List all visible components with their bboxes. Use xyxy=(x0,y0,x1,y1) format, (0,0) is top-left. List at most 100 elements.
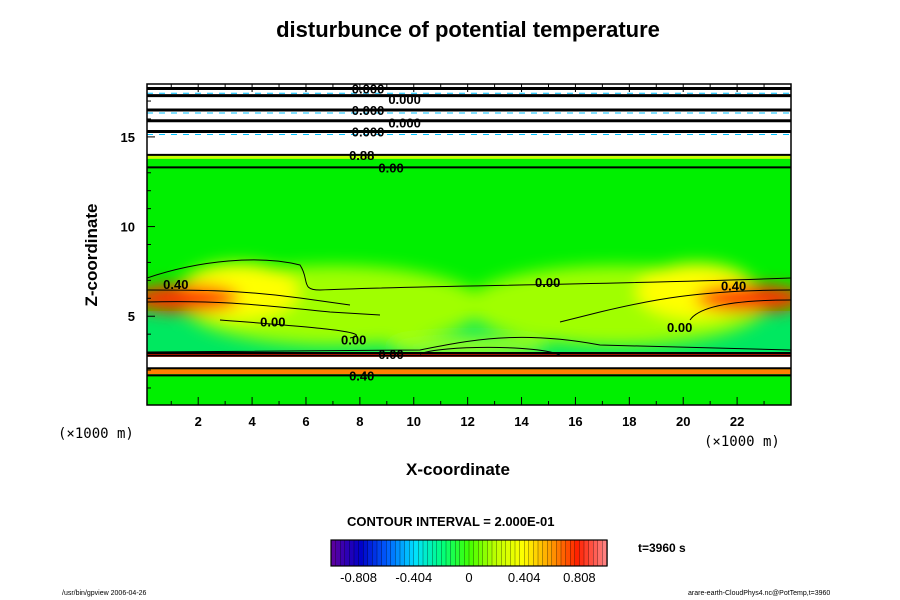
x-tick-label: 2 xyxy=(195,414,202,429)
colorbar-segment xyxy=(344,539,351,567)
colorbar-segment xyxy=(537,539,544,567)
colorbar-segment xyxy=(349,539,355,567)
contour-line xyxy=(559,289,791,323)
colorbar-segment xyxy=(542,539,548,567)
colorbar-segment xyxy=(381,539,387,567)
colorbar-segment xyxy=(418,539,424,567)
x-tick-label: 8 xyxy=(356,414,363,429)
x-tick-label: 10 xyxy=(407,414,421,429)
y-tick-label: 10 xyxy=(121,220,135,235)
colorbar-segment xyxy=(514,539,521,567)
upper-yellow-band xyxy=(147,154,791,159)
contour-label: 0.000 xyxy=(352,125,385,140)
colorbar-segment xyxy=(413,539,420,567)
colorbar-segment xyxy=(547,539,553,567)
colorbar-segment xyxy=(560,539,567,567)
contour-line xyxy=(147,301,381,316)
colorbar-segment xyxy=(593,539,599,567)
colorbar-tick-label: 0 xyxy=(465,570,472,585)
colorbar-segment xyxy=(533,539,539,567)
colorbar-segment xyxy=(363,539,369,567)
colorbar-segment xyxy=(464,539,470,567)
footer-right: arare-earth-CloudPhys4.nc@PotTemp,t=3960 xyxy=(688,590,831,597)
contour-label: 0.40 xyxy=(163,277,188,292)
colorbar-segment xyxy=(556,539,562,567)
x-unit-right: (×1000 m) xyxy=(704,434,780,450)
colorbar-segment xyxy=(340,539,346,567)
y-tick-label: 5 xyxy=(128,309,135,324)
colorbar-segment xyxy=(565,539,571,567)
plot-area: 0.40 0.00 0.40 0.00 0.00 0.00 0.88 0.00 0.00 0.40… xyxy=(147,84,791,405)
contour-line xyxy=(689,299,791,321)
warm-blob xyxy=(695,284,791,313)
colorbar-segment xyxy=(496,539,502,567)
colorbar-segment xyxy=(528,539,535,567)
x-tick-label: 16 xyxy=(568,414,582,429)
lower-warm-band xyxy=(147,369,791,375)
colorbar-tick-label: -0.808 xyxy=(340,570,377,585)
x-unit-left: (×1000 m) xyxy=(58,426,134,442)
contour-label: 0.00 xyxy=(378,347,403,362)
colorbar-segment xyxy=(390,539,397,567)
colorbar-segment xyxy=(422,539,429,567)
y-tick-label: 15 xyxy=(121,130,135,145)
colorbar-frame xyxy=(330,539,608,567)
colorbar-segment xyxy=(482,539,489,567)
contour-label: 0.00 xyxy=(260,315,285,330)
colorbar-segment xyxy=(367,539,374,567)
colorbar-segment xyxy=(579,539,585,567)
colorbar-segment xyxy=(395,539,401,567)
x-tick-label: 22 xyxy=(730,414,744,429)
colorbar-segment xyxy=(524,539,530,567)
colorbar-tick-label: 0.808 xyxy=(563,570,596,585)
time-label: t=3960 s xyxy=(638,541,686,555)
colorbar-segment xyxy=(510,539,516,567)
x-tick-label: 14 xyxy=(514,414,529,429)
contour-label: 0.00 xyxy=(378,160,403,175)
colorbar-segment xyxy=(468,539,475,567)
x-tick-label: 6 xyxy=(302,414,309,429)
contour-label: 0.000 xyxy=(352,103,385,118)
warm-regions xyxy=(147,263,791,357)
colorbar-segment xyxy=(445,539,452,567)
colorbar-segment xyxy=(432,539,438,567)
colorbar-segment xyxy=(551,539,558,567)
colorbar-segment xyxy=(478,539,484,567)
contour-line xyxy=(147,289,351,306)
colorbar-segment xyxy=(459,539,466,567)
colorbar-segment xyxy=(441,539,447,567)
colorbar-segment xyxy=(404,539,410,567)
colorbar-segment xyxy=(386,539,392,567)
colorbar-tick-label: 0.404 xyxy=(508,570,541,585)
colorbar-segment xyxy=(505,539,512,567)
contour-label: 0.000 xyxy=(388,116,421,131)
x-tick-label: 12 xyxy=(460,414,474,429)
colorbar-segment xyxy=(588,539,594,567)
colorbar-tick-label: -0.404 xyxy=(395,570,432,585)
colorbar-segment xyxy=(570,539,576,567)
colorbar-segment xyxy=(491,539,498,567)
colorbar-segment xyxy=(487,539,493,567)
colorbar-segment xyxy=(455,539,461,567)
x-tick-label: 20 xyxy=(676,414,690,429)
contour-line xyxy=(147,259,791,291)
colorbar-segment xyxy=(335,539,341,567)
x-axis-label: X-coordinate xyxy=(406,460,510,479)
colorbar-segment xyxy=(427,539,433,567)
colorbar-segment xyxy=(330,539,337,567)
colorbar-segment xyxy=(399,539,406,567)
colorbar-segment xyxy=(358,539,364,567)
x-tick-label: 4 xyxy=(248,414,256,429)
contour-line xyxy=(419,346,561,356)
colorbar-segment xyxy=(473,539,479,567)
colorbar-segment xyxy=(501,539,507,567)
colorbar-segment xyxy=(574,539,581,567)
contour-label: 0.88 xyxy=(349,148,374,163)
contour-label: 0.00 xyxy=(535,275,560,290)
colorbar-segment xyxy=(372,539,378,567)
x-tick-label: 18 xyxy=(622,414,636,429)
contour-label: 0.00 xyxy=(341,333,366,348)
colorbar-segment xyxy=(583,539,590,567)
